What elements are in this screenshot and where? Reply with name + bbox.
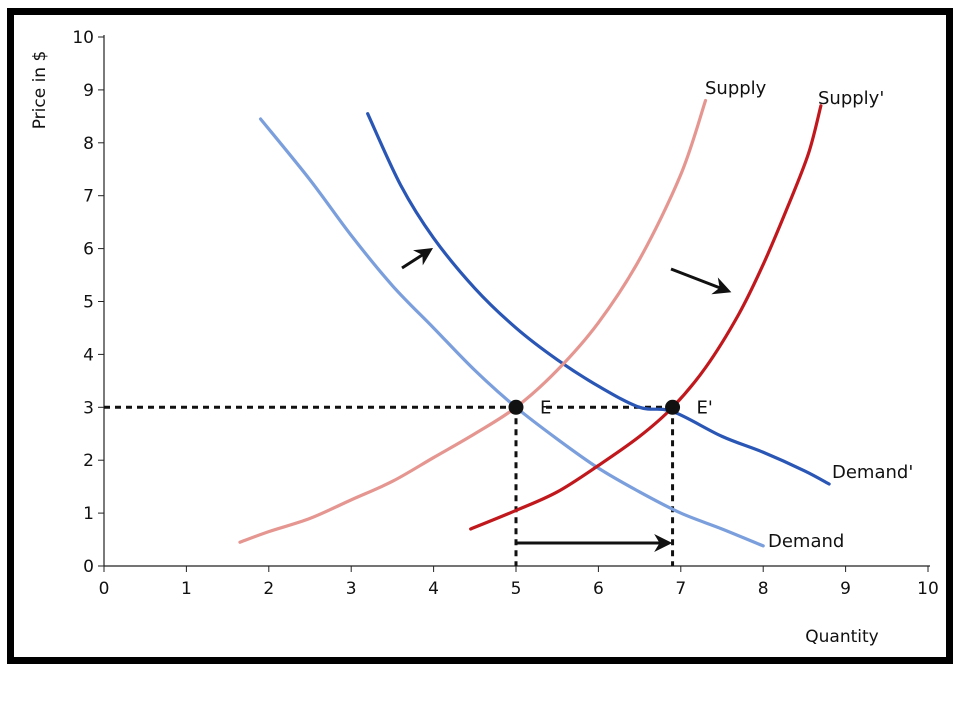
y-tick-label: 5 bbox=[83, 293, 94, 313]
supply-shift-curve bbox=[469, 104, 823, 531]
equilibrium-point-e bbox=[508, 399, 524, 415]
guide-lines bbox=[104, 405, 675, 566]
equilibrium-label-e-prime: E' bbox=[697, 397, 713, 418]
y-tick-label: 1 bbox=[83, 504, 94, 524]
x-tick-label: 1 bbox=[181, 579, 192, 599]
x-tick-label: 4 bbox=[428, 579, 439, 599]
supply-label: Supply bbox=[705, 78, 767, 99]
equilibrium-point-e-prime bbox=[665, 399, 681, 415]
x-tick-label: 7 bbox=[675, 579, 686, 599]
y-tick-label: 7 bbox=[83, 187, 94, 207]
supply-shift-arrow bbox=[670, 267, 732, 295]
y-tick-label: 6 bbox=[83, 240, 94, 260]
demand-shift-arrow bbox=[401, 248, 434, 270]
demand-shift-curve bbox=[366, 112, 831, 486]
x-tick-label: 3 bbox=[346, 579, 357, 599]
y-axis-title: Price in $ bbox=[30, 51, 50, 130]
equilibrium-label-e: E bbox=[540, 397, 551, 418]
x-tick-label: 8 bbox=[758, 579, 769, 599]
x-axis-title: Quantity bbox=[805, 627, 878, 647]
x-tick-label: 9 bbox=[840, 579, 851, 599]
demand-curve bbox=[258, 117, 765, 548]
curves bbox=[238, 98, 831, 548]
x-tick-label: 2 bbox=[263, 579, 274, 599]
y-tick-label: 9 bbox=[83, 81, 94, 101]
shift-arrows bbox=[401, 248, 732, 552]
demand-shift-label: Demand' bbox=[832, 462, 913, 483]
supply-curve bbox=[238, 98, 708, 544]
x-tick-label: 6 bbox=[593, 579, 604, 599]
labels: Price in $ Quantity Supply Supply' Deman… bbox=[30, 51, 913, 647]
y-tick-label: 3 bbox=[83, 398, 94, 418]
x-tick-label: 5 bbox=[511, 579, 522, 599]
equilibrium-points: E E' bbox=[508, 397, 713, 418]
y-tick-label: 0 bbox=[83, 557, 94, 577]
x-tick-label: 0 bbox=[99, 579, 110, 599]
demand-label: Demand bbox=[768, 531, 844, 552]
y-tick-label: 4 bbox=[83, 345, 94, 365]
y-tick-label: 10 bbox=[72, 28, 94, 48]
chart-panel bbox=[14, 15, 946, 657]
x-tick-label: 10 bbox=[917, 579, 939, 599]
supply-shift-label: Supply' bbox=[818, 88, 884, 109]
y-tick-label: 8 bbox=[83, 134, 94, 154]
y-tick-label: 2 bbox=[83, 451, 94, 471]
chart-frame bbox=[7, 8, 953, 664]
